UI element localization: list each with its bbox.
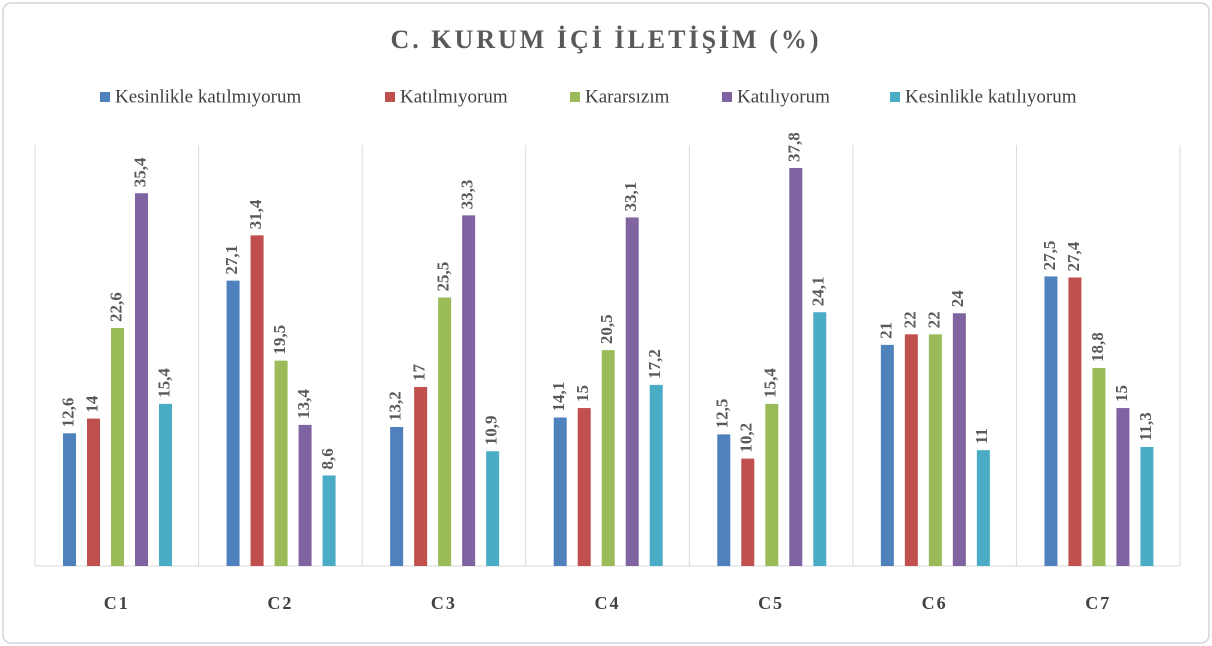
legend-label: Kesinlikle katılıyorum [905, 86, 1077, 107]
value-label: 17,2 [645, 349, 664, 379]
legend-swatch [100, 92, 110, 102]
bar [928, 334, 942, 566]
legend-label: Katılmıyorum [400, 86, 508, 107]
value-label: 24,1 [809, 276, 828, 306]
bar [577, 408, 591, 566]
legend-swatch [890, 92, 900, 102]
bar [63, 433, 76, 566]
value-label: 27,5 [1040, 241, 1059, 271]
legend-swatch [722, 92, 732, 102]
value-label: 37,8 [785, 132, 804, 162]
bar [486, 451, 500, 566]
bar [904, 334, 918, 566]
value-label: 8,6 [318, 448, 337, 469]
value-label: 13,4 [294, 389, 313, 419]
bar [274, 360, 288, 566]
bar [880, 344, 894, 566]
value-label: 20,5 [597, 314, 616, 344]
x-tick-label: C4 [595, 593, 621, 613]
legend-label: Kararsızım [585, 86, 670, 107]
bar [226, 280, 240, 566]
legend-swatch [385, 92, 395, 102]
x-tick-label: C7 [1085, 593, 1111, 613]
bar [159, 403, 172, 566]
bar [976, 450, 990, 566]
bar [87, 418, 100, 566]
bar [553, 417, 567, 566]
bar [741, 458, 755, 566]
value-label: 13,2 [386, 391, 405, 421]
value-label: 10,9 [482, 415, 501, 445]
value-label: 31,4 [246, 199, 265, 229]
bar [250, 235, 264, 566]
bar [135, 193, 148, 566]
value-label: 19,5 [270, 325, 289, 355]
value-label: 25,5 [434, 262, 453, 292]
x-tick-label: C1 [104, 593, 130, 613]
legend-label: Katılıyorum [737, 86, 830, 107]
value-label: 10,2 [737, 423, 756, 453]
x-tick-label: C3 [431, 593, 457, 613]
bar [717, 434, 731, 566]
bar [649, 384, 663, 566]
bar [322, 475, 336, 566]
bar [298, 424, 312, 566]
bar [625, 217, 639, 566]
value-label: 27,1 [222, 245, 241, 275]
bar [601, 350, 615, 566]
value-label: 33,3 [458, 180, 477, 210]
x-tick-label: C5 [758, 593, 784, 613]
bar [414, 386, 428, 566]
bar [1092, 368, 1106, 566]
chart-title: C. KURUM İÇİ İLETİŞİM (%) [390, 25, 821, 54]
bar [1068, 277, 1082, 566]
value-label: 11 [972, 428, 991, 444]
value-label: 14 [82, 395, 101, 413]
value-label: 22 [900, 311, 919, 328]
value-label: 12,5 [713, 399, 732, 429]
value-label: 15 [573, 385, 592, 402]
x-tick-label: C6 [922, 593, 948, 613]
value-label: 15,4 [154, 368, 173, 398]
bar [1044, 276, 1058, 566]
bar [1116, 408, 1130, 566]
legend-swatch [570, 92, 580, 102]
value-label: 35,4 [130, 157, 149, 187]
value-label: 15 [1112, 385, 1131, 402]
value-label: 33,1 [621, 182, 640, 212]
bar [438, 297, 452, 566]
bar [1140, 447, 1154, 566]
value-label: 11,3 [1136, 412, 1155, 441]
value-label: 15,4 [761, 368, 780, 398]
value-label: 12,6 [58, 398, 77, 428]
value-label: 21 [876, 322, 895, 339]
value-label: 27,4 [1064, 241, 1083, 271]
bar [813, 312, 827, 566]
value-label: 17 [410, 363, 429, 381]
value-label: 14,1 [549, 382, 568, 412]
bar [765, 403, 779, 566]
bar [390, 427, 404, 566]
value-label: 18,8 [1088, 332, 1107, 362]
x-tick-label: C2 [267, 593, 293, 613]
value-label: 24 [948, 290, 967, 308]
bar [462, 215, 476, 566]
bar [111, 328, 124, 566]
bar [789, 167, 803, 566]
value-label: 22 [924, 311, 943, 328]
bar [952, 313, 966, 566]
legend-label: Kesinlikle katılmıyorum [115, 86, 302, 107]
value-label: 22,6 [106, 292, 125, 322]
